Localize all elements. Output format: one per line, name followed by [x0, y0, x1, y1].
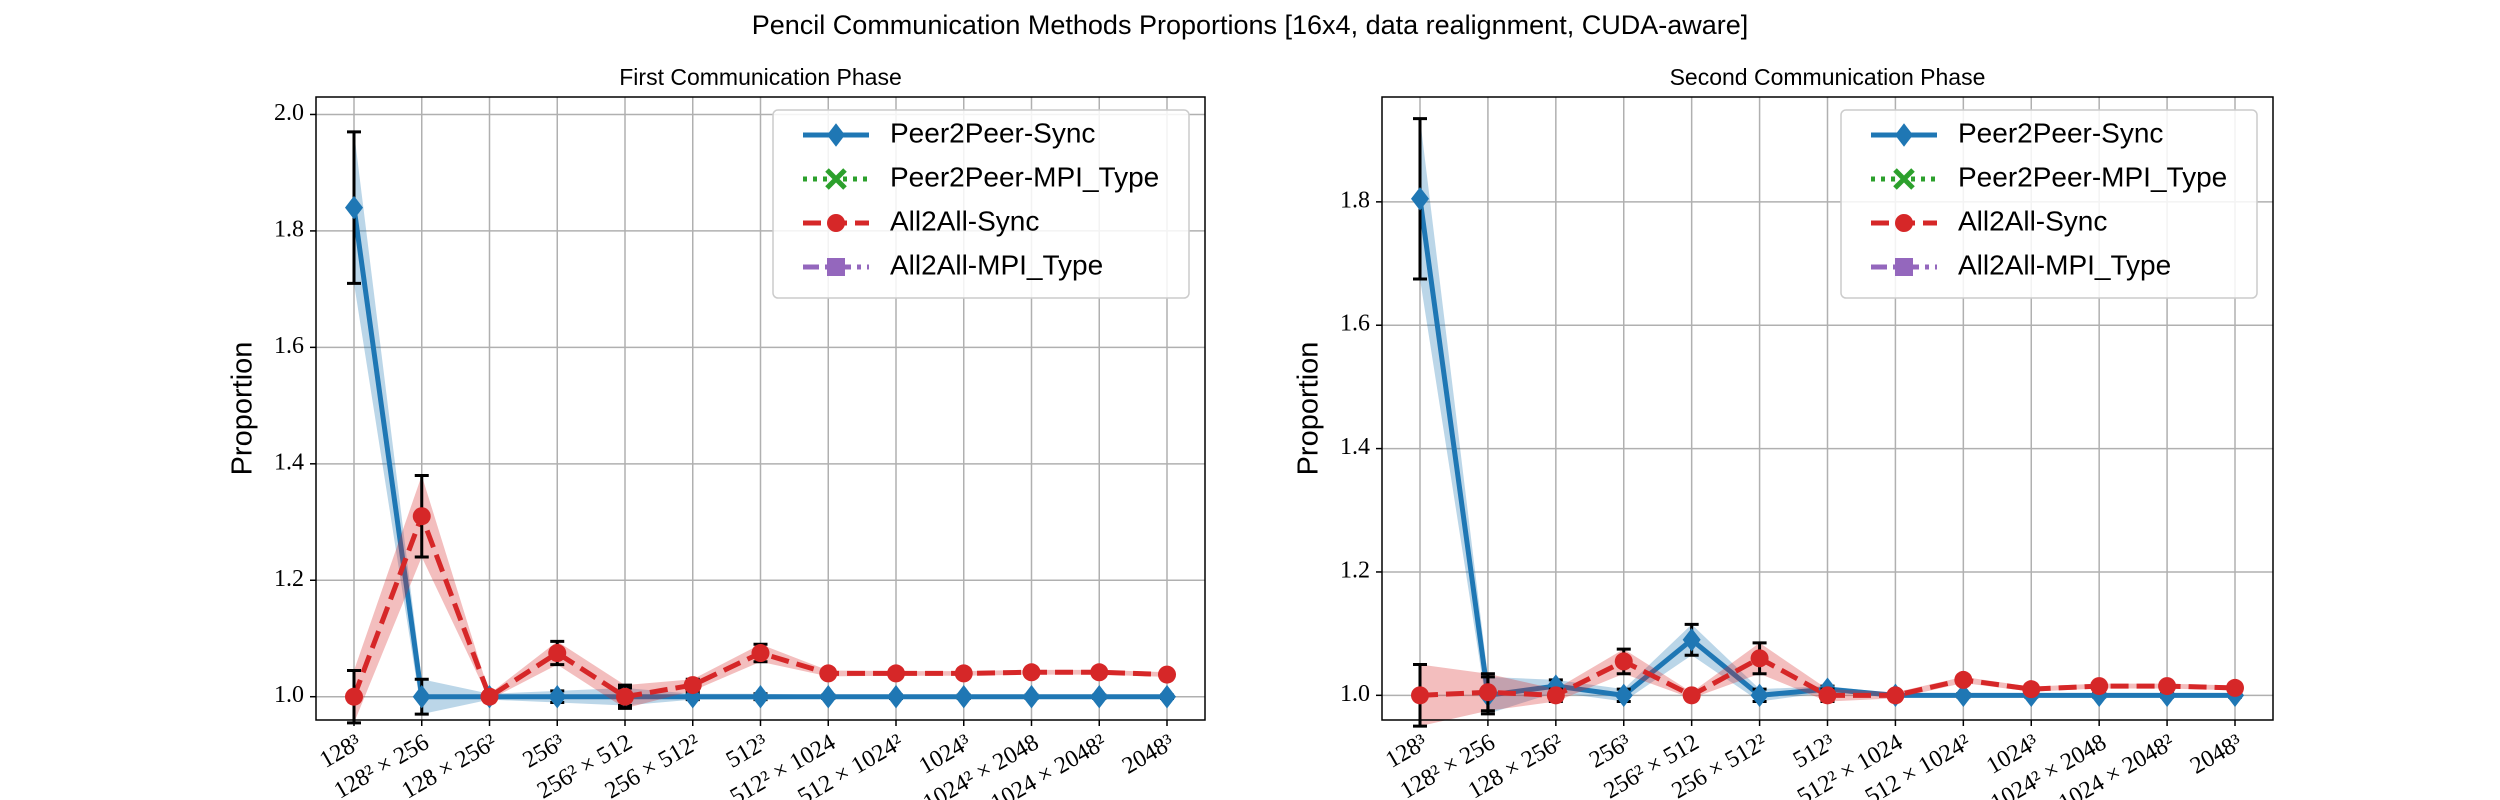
- marker: [345, 195, 363, 220]
- marker: [819, 685, 838, 709]
- marker: [819, 664, 838, 683]
- marker: [1893, 168, 1915, 190]
- marker: [1818, 686, 1837, 705]
- marker: [1895, 123, 1913, 147]
- marker: [1158, 685, 1176, 709]
- marker: [1614, 683, 1633, 708]
- y-tick-label: 1.6: [1340, 311, 1370, 337]
- marker: [825, 168, 847, 190]
- marker: [751, 685, 770, 709]
- y-tick-label: 1.8: [274, 216, 304, 242]
- chart-title: First Communication Phase: [619, 64, 902, 90]
- marker: [954, 664, 973, 683]
- marker: [683, 685, 702, 709]
- plot-frame: [1381, 96, 2274, 721]
- marker: [1090, 663, 1109, 682]
- legend-box: [1840, 109, 2258, 299]
- marker: [1411, 686, 1429, 705]
- marker: [2022, 680, 2041, 699]
- legend-label: Peer2Peer-MPI_Type: [1958, 161, 2227, 192]
- y-tick-label: 1.6: [274, 333, 304, 359]
- y-tick-label: 1.4: [274, 449, 304, 475]
- marker: [1895, 258, 1913, 276]
- y-tick-label: 1.4: [1340, 434, 1370, 460]
- marker: [1682, 686, 1701, 705]
- plot-frame: [315, 96, 1206, 721]
- marker: [1895, 214, 1913, 232]
- marker: [1750, 683, 1769, 708]
- legend-label: All2All-Sync: [1958, 205, 2107, 236]
- legend-label: Peer2Peer-Sync: [1958, 117, 2163, 148]
- y-tick-label: 1.0: [274, 682, 304, 708]
- marker: [1546, 686, 1565, 705]
- marker: [827, 214, 845, 232]
- legend-label: Peer2Peer-Sync: [890, 117, 1095, 148]
- legend-label: Peer2Peer-MPI_Type: [890, 161, 1159, 192]
- marker: [887, 664, 905, 683]
- y-axis-label: Proportion: [227, 342, 259, 476]
- figure-title: Pencil Communication Methods Proportions…: [752, 10, 1748, 40]
- marker: [1411, 187, 1429, 211]
- legend-label: All2All-MPI_Type: [890, 249, 1103, 280]
- marker: [412, 507, 431, 526]
- marker: [1478, 683, 1497, 702]
- marker: [1090, 685, 1109, 709]
- y-tick-label: 1.2: [1340, 557, 1370, 583]
- marker: [827, 123, 845, 147]
- marker: [616, 687, 634, 706]
- y-tick-label: 1.0: [1340, 681, 1370, 707]
- marker: [751, 644, 770, 663]
- marker: [1022, 685, 1041, 709]
- marker: [1158, 665, 1176, 684]
- plot-area: [345, 130, 1176, 725]
- marker: [1954, 683, 1973, 708]
- marker: [827, 258, 845, 276]
- marker: [2158, 683, 2177, 708]
- y-tick-label: 2.0: [274, 100, 304, 126]
- y-tick-label: 1.2: [274, 566, 304, 592]
- y-tick-label: 1.8: [1340, 187, 1370, 213]
- legend-label: All2All-Sync: [890, 205, 1039, 236]
- marker: [954, 685, 973, 709]
- legend-label: All2All-MPI_Type: [1958, 249, 2171, 280]
- marker: [887, 685, 905, 709]
- marker: [1750, 649, 1769, 668]
- marker: [412, 685, 431, 709]
- marker: [345, 687, 363, 706]
- marker: [1022, 663, 1041, 682]
- marker: [683, 676, 702, 695]
- marker: [2090, 683, 2109, 708]
- plot-area: [1411, 117, 2244, 728]
- marker: [548, 685, 567, 709]
- marker: [2226, 678, 2244, 697]
- chart-title: Second Communication Phase: [1670, 64, 1986, 90]
- marker: [2090, 677, 2109, 696]
- marker: [1954, 670, 1973, 689]
- marker: [1682, 628, 1701, 652]
- y-axis-label: Proportion: [1293, 342, 1325, 476]
- marker: [2158, 677, 2177, 696]
- marker: [480, 687, 499, 706]
- marker: [548, 644, 567, 663]
- marker: [1614, 652, 1633, 671]
- legend-box: [772, 109, 1190, 299]
- marker: [1886, 686, 1905, 705]
